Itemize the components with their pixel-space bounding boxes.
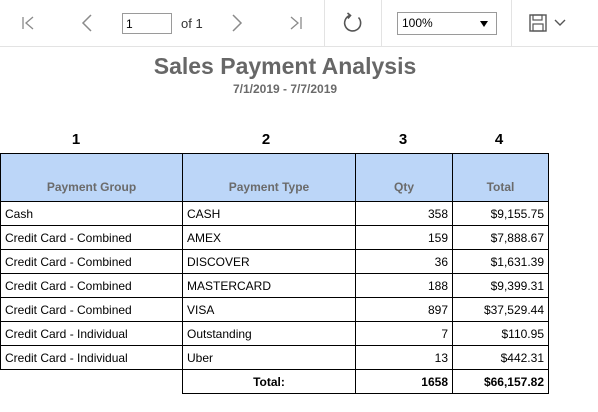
last-page-icon bbox=[290, 16, 302, 30]
cell-payment-group: Credit Card - Combined bbox=[0, 273, 183, 298]
header-payment-group: Payment Group bbox=[0, 153, 183, 202]
zoom-group bbox=[382, 0, 512, 47]
chevron-right-icon bbox=[232, 14, 243, 32]
cell-total: $37,529.44 bbox=[452, 297, 549, 322]
navigation-group bbox=[0, 0, 325, 47]
cell-payment-type: VISA bbox=[182, 297, 356, 322]
total-row-spacer bbox=[1, 370, 183, 394]
table-row: Credit Card - Combined VISA 897 $37,529.… bbox=[0, 297, 549, 322]
next-page-button[interactable] bbox=[222, 8, 252, 38]
total-qty: 1658 bbox=[355, 369, 453, 394]
cell-payment-type: DISCOVER bbox=[182, 249, 356, 274]
cell-payment-group: Cash bbox=[0, 201, 183, 226]
cell-qty: 36 bbox=[355, 249, 453, 274]
table-row: Credit Card - Combined AMEX 159 $7,888.6… bbox=[0, 225, 549, 250]
chevron-down-icon bbox=[554, 19, 566, 26]
cell-qty: 13 bbox=[355, 345, 453, 370]
table-row: Credit Card - Combined DISCOVER 36 $1,63… bbox=[0, 249, 549, 274]
last-page-button[interactable] bbox=[281, 8, 311, 38]
report-toolbar: of 1 100% bbox=[0, 0, 598, 47]
cell-payment-type: Uber bbox=[182, 345, 356, 370]
cell-payment-group: Credit Card - Combined bbox=[0, 297, 183, 322]
cell-payment-group: Credit Card - Individual bbox=[0, 345, 183, 370]
page-count-label: of 1 bbox=[181, 16, 203, 31]
cell-payment-group: Credit Card - Individual bbox=[0, 321, 183, 346]
export-dropdown-button[interactable] bbox=[550, 8, 570, 38]
total-label: Total: bbox=[182, 369, 356, 394]
dropdown-caret-icon bbox=[480, 21, 488, 27]
cell-total: $9,399.31 bbox=[452, 273, 549, 298]
payment-table: Payment Group Payment Type Qty Total Cas… bbox=[0, 153, 549, 394]
table-row: Credit Card - Individual Outstanding 7 $… bbox=[0, 321, 549, 346]
save-icon bbox=[529, 14, 547, 32]
table-total-row: Total: 1658 $66,157.82 bbox=[1, 369, 549, 394]
first-page-button[interactable] bbox=[13, 8, 43, 38]
cell-payment-type: Outstanding bbox=[182, 321, 356, 346]
column-number: 2 bbox=[261, 131, 271, 148]
report-date-range: 7/1/2019 - 7/7/2019 bbox=[232, 82, 338, 96]
header-payment-type: Payment Type bbox=[182, 153, 356, 202]
column-number: 1 bbox=[71, 131, 81, 148]
column-number: 4 bbox=[494, 131, 504, 148]
refresh-group bbox=[325, 0, 382, 47]
chevron-left-icon bbox=[81, 14, 92, 32]
total-amount: $66,157.82 bbox=[452, 369, 549, 394]
refresh-icon bbox=[343, 12, 362, 32]
cell-payment-type: MASTERCARD bbox=[182, 273, 356, 298]
cell-payment-group: Credit Card - Combined bbox=[0, 249, 183, 274]
zoom-value: 100% bbox=[402, 16, 433, 30]
cell-total: $110.95 bbox=[452, 321, 549, 346]
cell-qty: 7 bbox=[355, 321, 453, 346]
cell-payment-group: Credit Card - Combined bbox=[0, 225, 183, 250]
previous-page-button[interactable] bbox=[72, 8, 102, 38]
table-row: Credit Card - Combined MASTERCARD 188 $9… bbox=[0, 273, 549, 298]
table-row: Credit Card - Individual Uber 13 $442.31 bbox=[0, 345, 549, 370]
cell-qty: 358 bbox=[355, 201, 453, 226]
header-total: Total bbox=[452, 153, 549, 202]
cell-qty: 159 bbox=[355, 225, 453, 250]
first-page-icon bbox=[22, 16, 34, 30]
zoom-select[interactable]: 100% bbox=[397, 12, 497, 35]
cell-total: $442.31 bbox=[452, 345, 549, 370]
cell-qty: 897 bbox=[355, 297, 453, 322]
save-export-button[interactable] bbox=[523, 8, 553, 38]
refresh-button[interactable] bbox=[338, 8, 368, 38]
header-qty: Qty bbox=[355, 153, 453, 202]
cell-total: $9,155.75 bbox=[452, 201, 549, 226]
table-row: Cash CASH 358 $9,155.75 bbox=[0, 201, 549, 226]
page-number-input[interactable] bbox=[122, 13, 172, 34]
cell-total: $7,888.67 bbox=[452, 225, 549, 250]
cell-qty: 188 bbox=[355, 273, 453, 298]
cell-payment-type: CASH bbox=[182, 201, 356, 226]
cell-payment-type: AMEX bbox=[182, 225, 356, 250]
column-number: 3 bbox=[398, 131, 408, 148]
report-title: Sales Payment Analysis bbox=[153, 53, 417, 79]
table-header-row: Payment Group Payment Type Qty Total bbox=[0, 153, 549, 202]
cell-total: $1,631.39 bbox=[452, 249, 549, 274]
